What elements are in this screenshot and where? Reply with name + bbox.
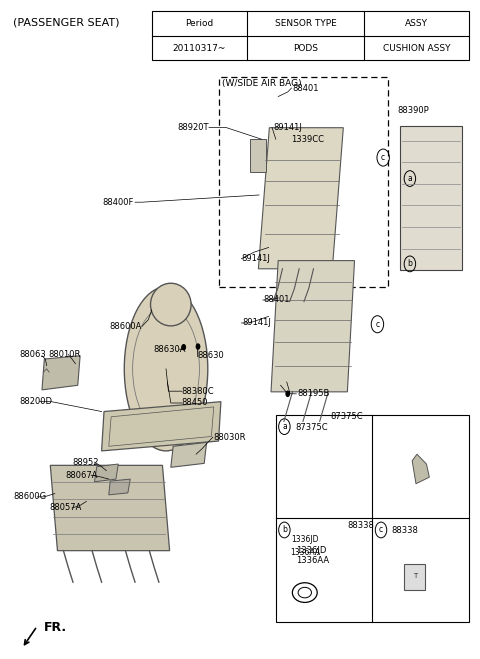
Text: 20110317~: 20110317~ — [173, 43, 226, 53]
Text: 88067A: 88067A — [66, 471, 98, 480]
Text: 88010R: 88010R — [48, 350, 81, 359]
Text: 88063: 88063 — [20, 350, 46, 359]
Bar — [405, 564, 425, 590]
Text: 88390P: 88390P — [397, 106, 429, 115]
Bar — [276, 415, 469, 621]
Polygon shape — [258, 128, 343, 269]
Text: 89141J: 89141J — [274, 123, 302, 132]
Text: 88338: 88338 — [392, 526, 419, 535]
Text: 1336JD: 1336JD — [296, 546, 327, 555]
Text: PODS: PODS — [293, 43, 318, 53]
Polygon shape — [171, 442, 206, 467]
Polygon shape — [250, 139, 266, 172]
Text: 1336AA: 1336AA — [290, 548, 320, 557]
Text: 88920T: 88920T — [178, 123, 209, 132]
Text: (W/SIDE AIR BAG): (W/SIDE AIR BAG) — [222, 80, 302, 88]
Polygon shape — [102, 402, 221, 451]
Polygon shape — [412, 454, 429, 484]
Text: 88952: 88952 — [72, 457, 98, 467]
Text: b: b — [282, 525, 287, 534]
Circle shape — [285, 391, 290, 397]
Text: 88338: 88338 — [348, 521, 375, 530]
Text: 88450: 88450 — [182, 399, 208, 407]
Text: 87375C: 87375C — [295, 422, 327, 432]
Polygon shape — [50, 465, 169, 551]
Text: 88630A: 88630A — [153, 345, 186, 354]
Polygon shape — [109, 479, 130, 495]
Text: (PASSENGER SEAT): (PASSENGER SEAT) — [13, 18, 120, 28]
Text: 89141J: 89141J — [241, 254, 270, 263]
Text: 87375C: 87375C — [331, 413, 363, 421]
Text: CUSHION ASSY: CUSHION ASSY — [383, 43, 450, 53]
Circle shape — [181, 344, 186, 351]
Text: 88380C: 88380C — [182, 387, 215, 395]
Text: 88195B: 88195B — [297, 389, 330, 398]
Bar — [152, 11, 469, 61]
Ellipse shape — [292, 583, 317, 602]
Text: 1336JD: 1336JD — [291, 534, 319, 544]
Text: SENSOR TYPE: SENSOR TYPE — [275, 19, 336, 28]
Ellipse shape — [124, 287, 208, 451]
Text: Period: Period — [185, 19, 214, 28]
Text: c: c — [379, 525, 383, 534]
Text: 88600A: 88600A — [110, 322, 142, 331]
Bar — [218, 77, 388, 287]
Text: c: c — [375, 320, 380, 329]
Text: 88030R: 88030R — [214, 432, 246, 442]
Text: 88401: 88401 — [264, 295, 290, 304]
Text: 88600G: 88600G — [13, 492, 47, 501]
Polygon shape — [42, 356, 80, 390]
Ellipse shape — [151, 283, 191, 326]
Polygon shape — [95, 464, 118, 482]
Circle shape — [196, 343, 200, 350]
Text: 1339CC: 1339CC — [291, 134, 324, 144]
Text: b: b — [408, 260, 412, 268]
Text: 88400F: 88400F — [103, 198, 134, 207]
Text: 88630: 88630 — [197, 351, 224, 360]
Text: 89141J: 89141J — [242, 318, 271, 328]
Text: FR.: FR. — [44, 621, 68, 634]
Text: T: T — [413, 573, 417, 579]
Bar — [400, 126, 462, 270]
Text: c: c — [381, 153, 385, 162]
Text: a: a — [408, 174, 412, 183]
Text: ASSY: ASSY — [405, 19, 428, 28]
Text: 88200D: 88200D — [20, 397, 52, 406]
Text: 1336AA: 1336AA — [296, 556, 329, 565]
Text: 88057A: 88057A — [49, 503, 82, 513]
Text: a: a — [282, 422, 287, 431]
Polygon shape — [271, 260, 355, 392]
Ellipse shape — [298, 587, 312, 598]
Text: 88401: 88401 — [292, 84, 319, 92]
